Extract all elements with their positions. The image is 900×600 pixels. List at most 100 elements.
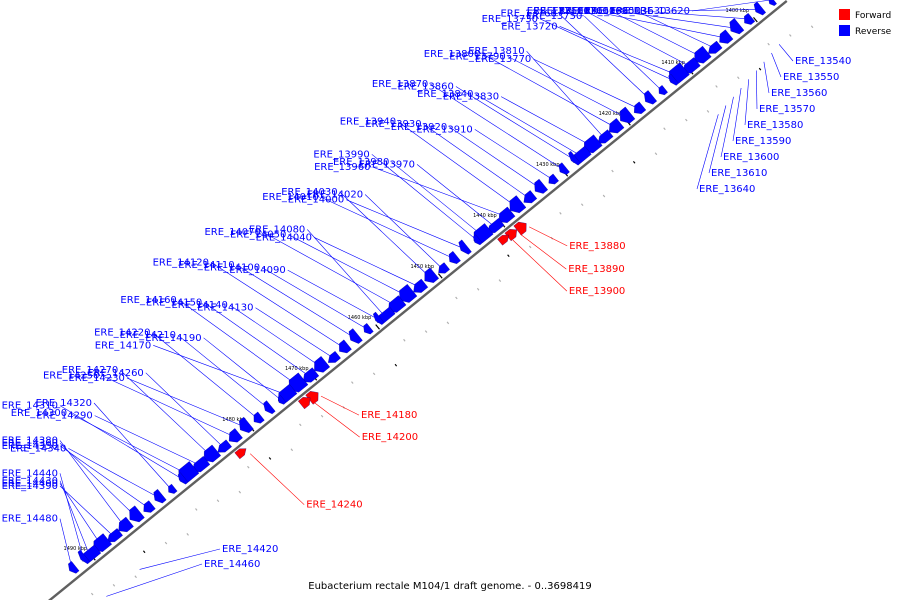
gene-label: ERE_13990 [313,149,369,160]
gene-label: ERE_14200 [362,432,418,443]
reverse-gene-arrow [438,262,450,274]
gene-label: ERE_13610 [711,168,767,179]
label-leader [591,10,724,38]
gene-label: ERE_13930 [365,119,421,130]
reverse-gene-arrow [413,278,429,293]
label-leader [584,15,661,90]
label-leader [204,302,309,376]
label-leader [101,375,234,437]
kbp-label: 1450 kbp [410,264,434,270]
gene-label: ERE_14150 [146,298,202,309]
minor-tick [299,423,302,427]
reverse-gene-arrow [568,150,581,166]
label-leader [59,442,136,517]
label-leader [529,226,568,247]
label-leader [145,372,223,447]
reverse-gene-arrow [217,439,232,453]
label-leader [512,239,568,292]
label-leader [119,369,211,456]
legend-label-reverse: Reverse [855,27,892,37]
minor-tick [247,465,250,469]
label-leader [371,154,476,240]
gene-label: ERE_13980 [333,157,389,168]
minor-tick [663,127,666,131]
legend: Forward Reverse [839,9,892,37]
reverse-gene-arrow [77,549,91,565]
gene-label: ERE_13880 [569,241,625,252]
label-leader [691,0,771,12]
kbp-label: 1430 kbp [536,162,560,168]
reverse-gene-arrow [143,500,156,513]
gene-label: ERE_14300 [11,408,67,419]
gene-label: ERE_14400 [2,478,58,489]
reverse-gene-arrow [609,118,625,134]
label-leader [287,269,378,320]
label-leader [474,129,551,179]
label-leader [559,26,678,76]
gene-label: ERE_13900 [569,286,625,297]
minor-tick [351,381,354,384]
gene-label: ERE_13650 [585,6,641,17]
minor-tick [320,414,324,418]
kbp-label: 1410 kbp [661,60,685,66]
label-leader [391,161,482,236]
label-leader [59,473,84,559]
minor-tick [498,279,502,282]
minor-tick [767,42,770,46]
minor-tick [810,25,814,29]
gene-label: ERE_13700 [552,6,608,17]
label-leader [288,234,407,296]
label-leader [261,267,367,329]
reverse-gene-arrow [399,283,418,303]
reverse-gene-arrow [168,483,178,494]
kbp-tick [437,273,443,279]
gene-label: ERE_13910 [416,124,472,135]
minor-tick [507,254,510,257]
label-leader [106,563,203,597]
label-leader [320,395,360,416]
reverse-gene-arrow [694,45,712,64]
label-leader [617,10,736,29]
reverse-gene-arrow [373,311,385,325]
gene-label: ERE_14220 [94,328,150,339]
minor-tick [238,490,242,494]
label-leader [520,233,567,270]
reverse-gene-arrow [619,106,636,124]
reverse-gene-arrow [448,250,461,264]
label-leader [313,237,419,287]
reverse-gene-arrow [239,416,254,433]
label-leader [210,262,344,348]
label-leader [94,415,199,465]
reverse-gene-arrow [458,239,472,255]
label-leader [526,51,603,137]
gene-label: ERE_14140 [171,300,227,311]
reverse-gene-arrow [744,12,756,25]
label-leader [475,93,580,156]
kbp-label: 1490 kbp [64,546,88,552]
label-leader [533,58,638,109]
gene-label: ERE_14110 [178,260,234,271]
forward-gene-arrow [305,391,319,405]
legend-swatch-reverse [839,25,850,36]
minor-tick [394,363,398,367]
minor-tick [528,245,532,249]
gene-label: ERE_13860 [397,82,453,93]
label-leader [262,231,396,306]
gene-label: ERE_14030 [281,187,337,198]
label-leader [307,229,384,315]
gene-label: ERE_14360 [2,438,58,449]
minor-tick [602,194,606,198]
label-leader [177,334,269,409]
genome-backbone [48,0,788,600]
reverse-gene-arrow [634,101,647,114]
minor-tick [195,508,198,511]
minor-tick [164,541,168,545]
gene-label: ERE_13630 [610,6,666,17]
gene-label: ERE_13550 [783,72,839,83]
label-leader [59,445,147,508]
reverse-gene-arrow [509,195,527,214]
gene-label: ERE_13580 [747,120,803,131]
gene-label: ERE_14120 [153,257,209,268]
label-leader [708,105,727,174]
